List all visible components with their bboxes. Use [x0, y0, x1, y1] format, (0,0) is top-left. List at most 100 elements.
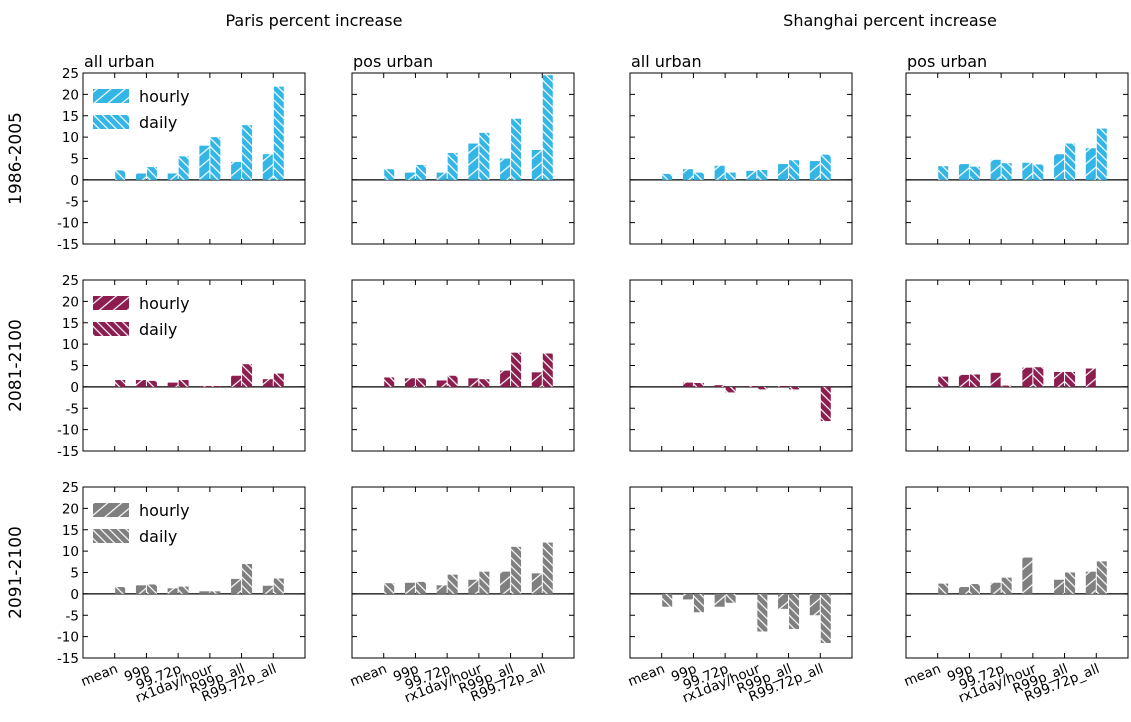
bar-daily: [273, 373, 284, 387]
bar-daily: [725, 172, 736, 180]
x-tick-label: mean: [79, 661, 121, 690]
bar-daily: [447, 152, 458, 180]
bar-hourly: [1022, 367, 1033, 387]
y-tick-label: 0: [70, 587, 79, 603]
y-tick-label: 20: [62, 501, 79, 517]
bar-hourly: [404, 172, 415, 180]
bar-hourly: [990, 582, 1001, 594]
y-tick-label: -5: [66, 608, 79, 624]
bar-daily: [938, 583, 949, 594]
panel-r2-c2: [351, 279, 575, 452]
y-tick-label: 25: [62, 66, 79, 82]
y-tick-label: -10: [57, 423, 79, 439]
bar-hourly: [500, 571, 511, 594]
panel-r2-c3: [629, 279, 853, 452]
bar-daily: [178, 156, 189, 180]
bar-hourly: [1054, 579, 1065, 594]
bar-daily: [242, 563, 253, 594]
y-tick-label: -15: [57, 237, 79, 253]
y-tick-label: -10: [57, 216, 79, 232]
panel-title: all urban: [631, 52, 702, 71]
bar-daily: [273, 86, 284, 180]
bar-daily: [1001, 163, 1012, 180]
bar-hourly: [714, 385, 725, 387]
bar-hourly: [468, 143, 479, 180]
bar-hourly: [714, 165, 725, 180]
bar-daily: [511, 352, 522, 387]
bar-hourly: [1022, 557, 1033, 594]
y-tick-label: 20: [62, 87, 79, 103]
bar-hourly: [500, 370, 511, 387]
bar-daily: [693, 172, 704, 180]
bar-hourly: [468, 378, 479, 387]
bar-daily: [210, 386, 221, 387]
bar-hourly: [778, 386, 789, 387]
bar-daily: [1001, 385, 1012, 387]
bar-daily: [1065, 371, 1076, 387]
panel-frame: [629, 279, 853, 452]
bar-daily: [511, 118, 522, 180]
bar-hourly: [199, 145, 210, 180]
y-tick-label: 10: [62, 544, 79, 560]
bar-daily: [1096, 128, 1107, 180]
panel-r1-c1: all urban -15 -10 -5 0 5 10 15 20 25 hourly daily: [57, 52, 306, 253]
bar-daily: [146, 167, 157, 180]
bar-hourly: [135, 173, 146, 180]
panel-r2-c4: [905, 279, 1129, 452]
y-tick-label: -10: [57, 630, 79, 646]
bar-hourly: [135, 380, 146, 387]
panels: 1986-2005 all urban -15 -10 -5 0 5 10 15 20 25 hour…: [6, 52, 1129, 706]
bar-daily: [662, 173, 673, 180]
panel-title: all urban: [84, 52, 155, 71]
bar-hourly: [809, 593, 820, 616]
bar-hourly: [990, 159, 1001, 180]
bar-hourly: [436, 172, 447, 180]
bar-hourly: [990, 372, 1001, 387]
bar-daily: [725, 386, 736, 393]
bar-daily: [969, 374, 980, 387]
panel-frame: [629, 72, 853, 245]
bar-hourly: [167, 382, 178, 387]
panel-r3-c3: mean 99p99.72prx1day/hourR99p_allR99.72p_…: [626, 486, 853, 706]
bar-daily: [479, 132, 490, 180]
bar-daily: [542, 353, 553, 387]
bar-daily: [820, 593, 831, 644]
legend-label-hourly: hourly: [139, 294, 190, 313]
bar-daily: [479, 379, 490, 387]
bar-daily: [542, 75, 553, 180]
y-tick-label: 10: [62, 130, 79, 146]
bar-daily: [757, 170, 768, 180]
bar-daily: [693, 593, 704, 613]
bar-hourly: [531, 372, 542, 387]
panel-title: pos urban: [353, 52, 433, 71]
bar-hourly: [404, 582, 415, 594]
bar-hourly: [1054, 371, 1065, 387]
y-tick-label: 15: [62, 316, 79, 332]
group-title-shanghai: Shanghai percent increase: [783, 11, 997, 30]
bar-hourly: [682, 382, 693, 387]
panel-r1-c4: pos urban: [905, 52, 1129, 245]
legend-swatch-daily: [93, 322, 129, 336]
bar-hourly: [682, 169, 693, 180]
y-tick-label: 0: [70, 173, 79, 189]
bar-daily: [789, 386, 800, 390]
y-tick-label: 15: [62, 109, 79, 125]
bar-daily: [384, 169, 395, 180]
bar-daily: [242, 125, 253, 180]
bar-hourly: [1085, 368, 1096, 387]
y-tick-label: -5: [66, 194, 79, 210]
panel-r1-c3: all urban: [629, 52, 853, 245]
bar-daily: [938, 166, 949, 180]
bar-hourly: [231, 578, 242, 594]
y-tick-label: -15: [57, 651, 79, 667]
bar-daily: [1065, 572, 1076, 594]
legend: hourly daily: [93, 87, 190, 132]
bar-hourly: [531, 573, 542, 594]
panel-frame: [905, 279, 1129, 452]
group-title-paris: Paris percent increase: [226, 11, 403, 30]
bar-daily: [384, 377, 395, 387]
legend-label-daily: daily: [139, 113, 177, 132]
bar-daily: [178, 586, 189, 594]
bar-hourly: [500, 158, 511, 180]
